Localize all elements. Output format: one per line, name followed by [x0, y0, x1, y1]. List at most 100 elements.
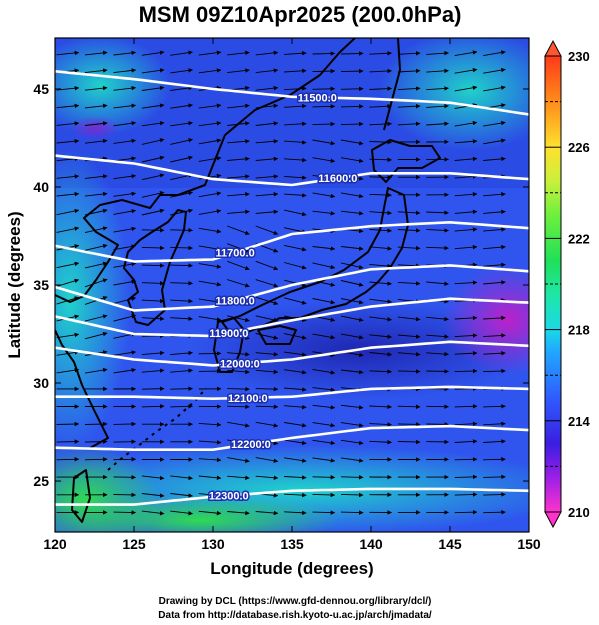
wind-vector: [255, 404, 279, 410]
wind-vector: [483, 492, 506, 497]
wind-vector: [113, 296, 137, 305]
wind-vector: [141, 228, 165, 233]
wind-vector: [141, 404, 165, 409]
wind-vector: [340, 139, 364, 146]
wind-vector: [426, 103, 449, 109]
wind-vector: [255, 192, 279, 197]
wind-vector: [454, 85, 478, 92]
coastline-china: [55, 134, 226, 303]
wind-vector: [113, 492, 137, 498]
wind-vector: [170, 190, 193, 198]
wind-vector: [369, 422, 392, 427]
wind-vector: [113, 510, 137, 515]
colorbar-tick-label: 218: [568, 323, 590, 338]
wind-vector: [426, 281, 449, 286]
coastline-china-south: [55, 329, 109, 449]
coastline-ryukyu: [107, 387, 207, 471]
wind-vector: [454, 439, 478, 444]
wind-vector: [454, 120, 478, 127]
wind-vector: [227, 439, 250, 446]
wind-vector: [369, 369, 392, 374]
wind-vector: [84, 296, 108, 305]
height-contour-label: 11800.0: [216, 296, 255, 308]
colorbar-ticks: 230 226 222 218 214 210: [545, 49, 590, 520]
wind-vector: [113, 85, 137, 91]
wind-vector: [113, 314, 137, 322]
wind-vector: [483, 509, 506, 515]
wind-vector: [84, 278, 108, 288]
wind-vector: [369, 86, 392, 91]
wind-vector: [227, 209, 250, 215]
wind-vector: [255, 315, 279, 323]
wind-vector: [340, 333, 364, 340]
wind-vector: [454, 174, 478, 179]
wind-vector: [170, 263, 193, 268]
wind-vector: [369, 263, 392, 269]
wind-vector: [198, 475, 222, 481]
wind-vector: [483, 368, 506, 374]
wind-vector: [312, 139, 336, 146]
wind-vector: [84, 421, 108, 427]
wind-vector: [170, 228, 193, 233]
wind-vector: [340, 104, 364, 109]
wind-vector: [284, 140, 307, 145]
wind-vector: [198, 121, 222, 127]
wind-vector: [369, 103, 392, 109]
wind-vector: [170, 138, 193, 145]
height-contour-label: 12200.0: [231, 439, 271, 451]
wind-vector: [312, 192, 336, 199]
wind-vector: [56, 85, 80, 91]
wind-vector: [340, 246, 364, 251]
wind-vector: [255, 103, 279, 109]
wind-vector: [454, 457, 478, 462]
wind-vector: [340, 439, 364, 446]
wind-vector: [397, 86, 421, 91]
wind-vector: [198, 138, 222, 145]
wind-vector: [483, 138, 506, 145]
wind-vector: [113, 191, 137, 197]
wind-vector: [141, 386, 165, 391]
wind-vector: [141, 138, 165, 145]
wind-vector: [141, 155, 165, 163]
wind-vector: [141, 368, 165, 373]
wind-vector: [227, 103, 250, 109]
wind-vector: [198, 457, 222, 463]
wind-vector: [340, 280, 364, 287]
wind-vector: [426, 86, 449, 91]
wind-vector: [84, 103, 108, 109]
colorbar-tick-label: 210: [568, 505, 590, 520]
wind-vector: [483, 50, 506, 57]
x-tick-label: 140: [359, 536, 383, 552]
wind-vector: [198, 68, 222, 74]
x-tick-label: 120: [43, 536, 67, 552]
wind-vector: [198, 440, 222, 445]
colorbar-tick-label: 226: [568, 140, 590, 155]
wind-vector: [227, 50, 250, 56]
height-contour-label: 11700.0: [216, 247, 255, 259]
wind-vector: [284, 475, 307, 480]
wind-vector: [454, 192, 478, 197]
wind-vector: [340, 315, 364, 322]
wind-vector: [255, 279, 279, 288]
wind-vector: [113, 68, 137, 74]
wind-vector: [255, 225, 279, 235]
plot-area: [55, 38, 529, 532]
wind-vector: [255, 209, 279, 215]
wind-vector: [340, 86, 364, 92]
wind-vector: [284, 68, 307, 74]
wind-vector: [454, 244, 478, 250]
wind-vector: [483, 262, 506, 268]
wind-vector: [483, 315, 506, 321]
wind-vector: [170, 50, 193, 56]
heatmap-purple-northwest: [70, 116, 120, 140]
wind-vector: [312, 510, 336, 515]
wind-vector: [255, 174, 279, 179]
x-tick-label: 145: [438, 536, 462, 552]
wind-vector: [170, 245, 193, 251]
wind-vector: [255, 421, 279, 428]
wind-vector: [369, 281, 392, 286]
colorbar-tick-label: 230: [568, 49, 590, 64]
wind-vector: [454, 474, 478, 480]
wind-vector: [284, 369, 307, 375]
wind-vector: [284, 103, 307, 109]
